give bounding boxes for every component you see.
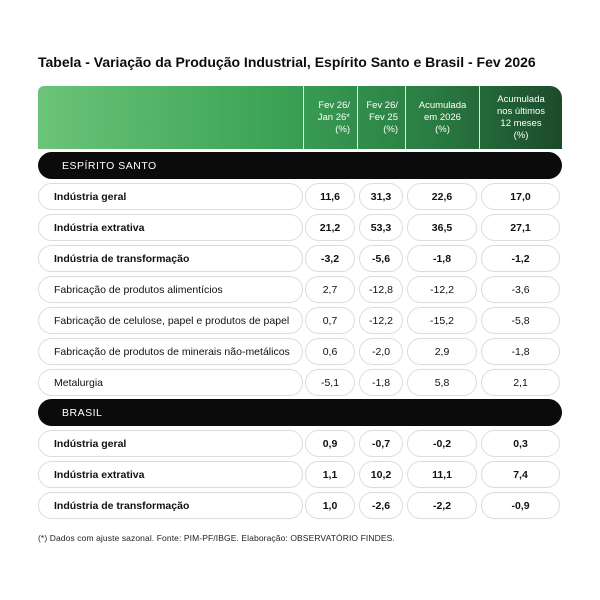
row-value: -1,8 [359,369,403,396]
table-row: Fabricação de produtos alimentícios 2,7 -1… [38,276,562,303]
row-label: Fabricação de produtos de minerais não-m… [38,338,303,365]
row-value: 11,6 [305,183,355,210]
row-value: -1,2 [481,245,560,272]
row-label: Metalurgia [38,369,303,396]
row-value: 1,0 [305,492,355,519]
row-value: -1,8 [407,245,477,272]
table-header: Fev 26/ Jan 26* (%) Fev 26/ Fev 25 (%) A… [38,86,562,149]
production-table: Fev 26/ Jan 26* (%) Fev 26/ Fev 25 (%) A… [38,86,562,519]
row-value: -12,8 [359,276,403,303]
row-label: Indústria extrativa [38,214,303,241]
row-value: 5,8 [407,369,477,396]
row-value: -1,8 [481,338,560,365]
row-value: 2,1 [481,369,560,396]
row-value: -3,6 [481,276,560,303]
row-value: 17,0 [481,183,560,210]
table-row: Indústria extrativa 1,1 10,2 11,1 7,4 [38,461,562,488]
table-row: Indústria de transformação 1,0 -2,6 -2,2 -0,… [38,492,562,519]
row-value: 7,4 [481,461,560,488]
row-value: 53,3 [359,214,403,241]
row-value: 0,7 [305,307,355,334]
row-value: 1,1 [305,461,355,488]
row-label: Fabricação de celulose, papel e produtos… [38,307,303,334]
row-value: 0,9 [305,430,355,457]
row-value: 0,3 [481,430,560,457]
row-value: 21,2 [305,214,355,241]
row-value: 31,3 [359,183,403,210]
row-value: 11,1 [407,461,477,488]
row-value: 10,2 [359,461,403,488]
column-header-acumulada-12-meses: Acumulada nos últimos 12 meses (%) [479,86,562,149]
row-value: -15,2 [407,307,477,334]
row-value: -12,2 [359,307,403,334]
table-row: Indústria extrativa 21,2 53,3 36,5 27,1 [38,214,562,241]
row-label: Indústria de transformação [38,245,303,272]
row-value: -12,2 [407,276,477,303]
page-title: Tabela - Variação da Produção Industrial… [38,54,536,70]
header-spacer [38,86,303,149]
table-row: Fabricação de produtos de minerais não-m… [38,338,562,365]
row-value: -2,0 [359,338,403,365]
row-value: -0,2 [407,430,477,457]
table-row: Fabricação de celulose, papel e produtos… [38,307,562,334]
row-label: Fabricação de produtos alimentícios [38,276,303,303]
row-value: -0,9 [481,492,560,519]
row-value: 2,9 [407,338,477,365]
table-row: Indústria geral 0,9 -0,7 -0,2 0,3 [38,430,562,457]
row-value: -0,7 [359,430,403,457]
table-row: Indústria de transformação -3,2 -5,6 -1,8 -1… [38,245,562,272]
row-label: Indústria geral [38,430,303,457]
table-body: ESPÍRITO SANTO Indústria geral 11,6 31,3 22,… [38,152,562,519]
table-row: Indústria geral 11,6 31,3 22,6 17,0 [38,183,562,210]
row-value: -2,6 [359,492,403,519]
row-value: 0,6 [305,338,355,365]
row-value: -5,1 [305,369,355,396]
row-value: -2,2 [407,492,477,519]
section-header-brasil: BRASIL [38,399,562,426]
row-value: -3,2 [305,245,355,272]
row-label: Indústria de transformação [38,492,303,519]
row-label: Indústria extrativa [38,461,303,488]
row-value: 27,1 [481,214,560,241]
row-value: -5,6 [359,245,403,272]
row-value: 36,5 [407,214,477,241]
section-header-espirito-santo: ESPÍRITO SANTO [38,152,562,179]
column-header-fev26-fev25: Fev 26/ Fev 25 (%) [357,86,405,149]
table-row: Metalurgia -5,1 -1,8 5,8 2,1 [38,369,562,396]
row-value: -5,8 [481,307,560,334]
footnote: (*) Dados com ajuste sazonal. Fonte: PIM… [38,533,395,543]
row-value: 22,6 [407,183,477,210]
row-label: Indústria geral [38,183,303,210]
column-header-fev26-jan26: Fev 26/ Jan 26* (%) [303,86,357,149]
row-value: 2,7 [305,276,355,303]
column-header-acumulada-2026: Acumulada em 2026 (%) [405,86,479,149]
